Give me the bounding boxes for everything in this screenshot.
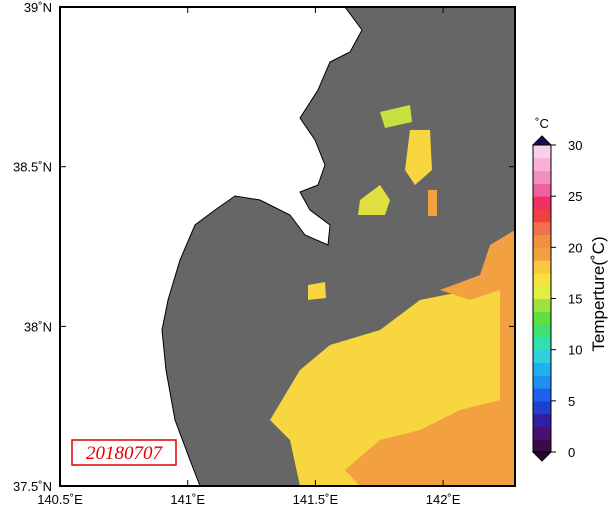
colorbar-segment bbox=[533, 375, 551, 389]
colorbar-segment bbox=[533, 208, 551, 223]
colorbar-label: 25 bbox=[568, 189, 582, 204]
colorbar-segment bbox=[533, 388, 551, 402]
map-area: 20180707 bbox=[59, 6, 516, 487]
colorbar-segment bbox=[533, 183, 551, 197]
colorbar-segment bbox=[533, 221, 551, 236]
colorbar-segment bbox=[533, 234, 551, 248]
colorbar-segment bbox=[533, 298, 551, 312]
colorbar-segment bbox=[533, 362, 551, 376]
colorbar-segment bbox=[533, 285, 551, 299]
x-tick-label: 140.5˚E bbox=[37, 492, 83, 507]
colorbar-label: 10 bbox=[568, 343, 582, 358]
colorbar-label: 30 bbox=[568, 138, 582, 153]
colorbar-segment bbox=[533, 311, 551, 325]
colorbar-segment bbox=[533, 260, 551, 274]
y-tick-label: 38.5˚N bbox=[13, 160, 52, 175]
colorbar-title: Temperture(˚C) bbox=[589, 236, 608, 351]
colorbar-segment bbox=[533, 247, 551, 261]
colorbar-segment bbox=[533, 413, 551, 427]
date-box bbox=[71, 439, 177, 466]
y-tick-label: 38˚N bbox=[24, 319, 52, 334]
colorbar-segment bbox=[533, 170, 551, 184]
date-label: 20180707 bbox=[86, 443, 164, 464]
x-tick-label: 141˚E bbox=[170, 492, 205, 507]
warm-water-patch bbox=[358, 185, 390, 215]
colorbar-label: 20 bbox=[568, 240, 582, 255]
x-tick-label: 141.5˚E bbox=[293, 492, 339, 507]
colorbar-segment bbox=[533, 324, 551, 338]
colorbar-segment bbox=[533, 400, 551, 415]
y-tick-label: 39˚N bbox=[24, 0, 52, 15]
colorbar-unit: ˚C bbox=[535, 116, 549, 131]
warm-water-patch bbox=[428, 190, 437, 216]
warm-water-patch bbox=[380, 105, 412, 128]
colorbar-segment bbox=[533, 145, 551, 159]
colorbar-label: 15 bbox=[568, 292, 582, 307]
colorbar-label: 0 bbox=[568, 445, 575, 460]
colorbar: ˚C Temperture(˚C) 0 5 10 15 20 25 30 bbox=[531, 116, 608, 462]
colorbar-min bbox=[531, 451, 553, 462]
colorbar-segment bbox=[533, 426, 551, 440]
axes: 140.5˚E 141˚E 141.5˚E 142˚E 39˚N 38.5˚N 38˚N 37… bbox=[13, 0, 515, 507]
colorbar-segment bbox=[533, 439, 551, 453]
colorbar-segment bbox=[533, 196, 551, 210]
map-frame bbox=[59, 6, 516, 487]
y-tick-label: 37.5˚N bbox=[13, 479, 52, 494]
warm-water-patch bbox=[405, 130, 432, 185]
colorbar-segment bbox=[533, 157, 551, 172]
warm-water-patch bbox=[308, 282, 326, 300]
colorbar-segment bbox=[533, 272, 551, 287]
colorbar-segment bbox=[533, 336, 551, 351]
colorbar-label: 5 bbox=[568, 394, 575, 409]
x-tick-label: 142˚E bbox=[426, 492, 461, 507]
warm-water-orange bbox=[345, 230, 515, 486]
colorbar-max bbox=[531, 135, 553, 146]
colorbar-segment bbox=[533, 349, 551, 363]
